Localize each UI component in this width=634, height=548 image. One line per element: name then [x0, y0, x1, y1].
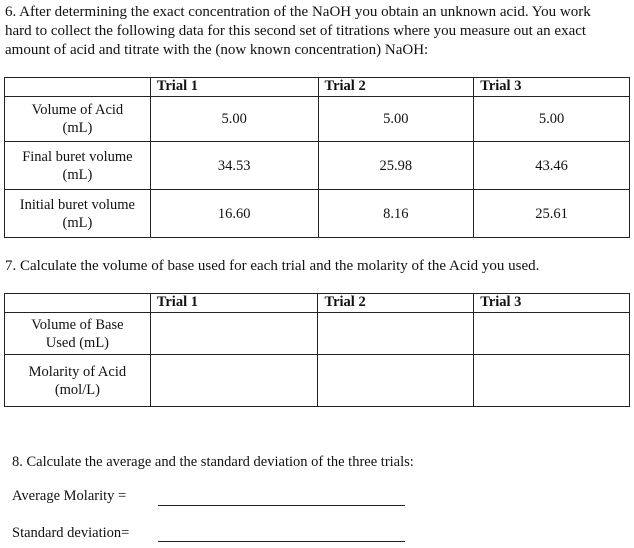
- cell: 8.16: [317, 189, 475, 238]
- header-trial-2: Trial 2: [317, 293, 475, 313]
- table-row: Final buret volume (mL) 34.53 25.98 43.46: [4, 141, 630, 190]
- table-row: Initial buret volume (mL) 16.60 8.16 25.6…: [4, 189, 630, 238]
- table-row: Volume of Base Used (mL): [4, 312, 630, 355]
- average-molarity-blank[interactable]: [158, 505, 405, 506]
- header-trial-3: Trial 3: [473, 293, 630, 313]
- table-header-row: Trial 1 Trial 2 Trial 3: [4, 77, 630, 97]
- titration-data-table: Trial 1 Trial 2 Trial 3 Volume of Acid (m…: [4, 77, 630, 238]
- row-label: Initial buret volume (mL): [4, 189, 151, 238]
- header-blank: [4, 293, 151, 313]
- row-label: Volume of Acid (mL): [4, 96, 151, 142]
- q7-text: 7. Calculate the volume of base used for…: [5, 258, 540, 274]
- header-trial-1: Trial 1: [149, 77, 319, 97]
- q6-line-3: amount of acid and titrate with the (now…: [5, 42, 429, 58]
- cell: 25.98: [317, 141, 475, 190]
- cell: 5.00: [317, 96, 475, 142]
- header-blank: [4, 77, 151, 97]
- q6-line-2: hard to collect the following data for t…: [5, 23, 587, 39]
- table-row: Volume of Acid (mL) 5.00 5.00 5.00: [4, 96, 630, 142]
- table-header-row: Trial 1 Trial 2 Trial 3: [4, 293, 630, 313]
- header-trial-2: Trial 2: [317, 77, 475, 97]
- standard-deviation-blank[interactable]: [158, 541, 405, 542]
- cell: 25.61: [473, 189, 630, 238]
- results-table: Trial 1 Trial 2 Trial 3 Volume of Base Us…: [4, 293, 630, 407]
- row-label: Final buret volume (mL): [4, 141, 151, 190]
- row-label: Volume of Base Used (mL): [4, 312, 151, 355]
- q8-text: 8. Calculate the average and the standar…: [12, 454, 414, 470]
- row-label: Molarity of Acid (mol/L): [4, 354, 151, 407]
- q6-line-1: 6. After determining the exact concentra…: [5, 4, 591, 20]
- standard-deviation-label: Standard deviation=: [12, 525, 130, 541]
- cell: 5.00: [473, 96, 630, 142]
- table-row: Molarity of Acid (mol/L): [4, 354, 630, 407]
- cell: 16.60: [149, 189, 319, 238]
- answer-cell[interactable]: [473, 312, 630, 355]
- cell: 43.46: [473, 141, 630, 190]
- answer-cell[interactable]: [473, 354, 630, 407]
- header-trial-1: Trial 1: [149, 293, 319, 313]
- answer-cell[interactable]: [149, 312, 319, 355]
- header-trial-3: Trial 3: [473, 77, 630, 97]
- cell: 34.53: [149, 141, 319, 190]
- average-molarity-label: Average Molarity =: [12, 488, 127, 504]
- cell: 5.00: [149, 96, 319, 142]
- answer-cell[interactable]: [149, 354, 319, 407]
- answer-cell[interactable]: [317, 354, 475, 407]
- answer-cell[interactable]: [317, 312, 475, 355]
